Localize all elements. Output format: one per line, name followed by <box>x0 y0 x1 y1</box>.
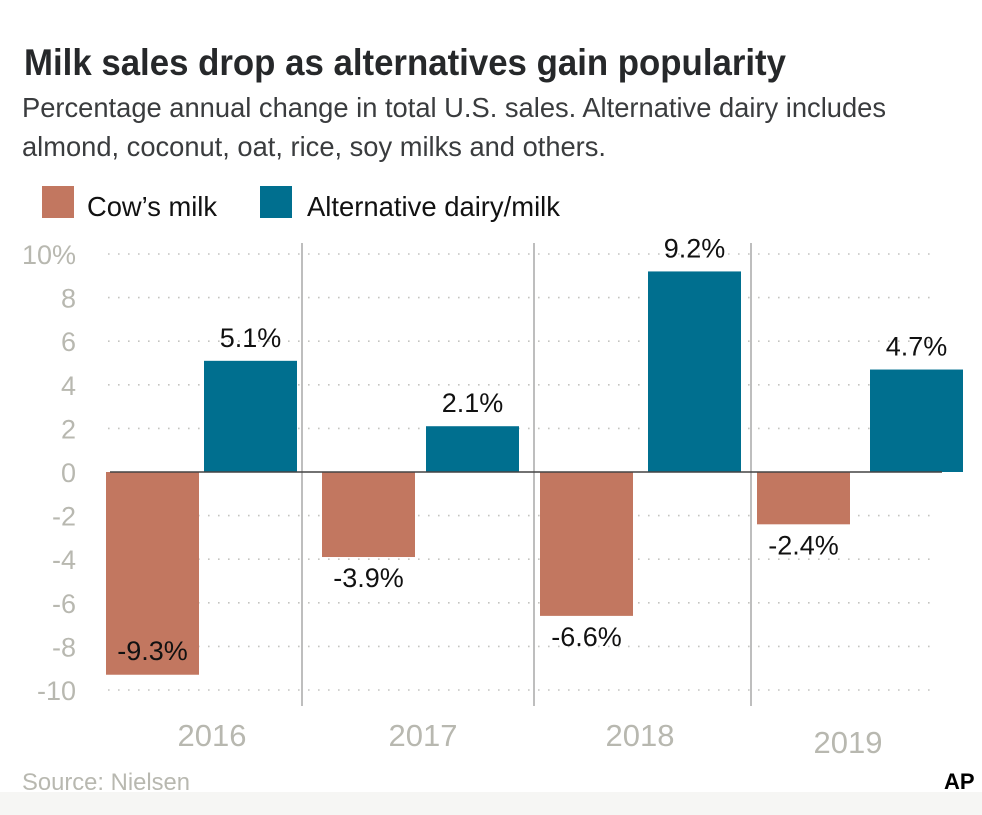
bar-alternative <box>204 360 297 472</box>
bar-alternative <box>648 271 741 472</box>
data-label: -3.9% <box>333 563 404 593</box>
bar-cows-milk <box>757 472 850 525</box>
legend-swatch-alternative <box>260 186 292 218</box>
chart-subtitle-line-1: Percentage annual change in total U.S. s… <box>22 92 886 123</box>
data-label: 4.7% <box>886 332 948 362</box>
y-tick-label: 0 <box>61 458 76 488</box>
bar-alternative <box>870 369 963 472</box>
y-tick-label: 4 <box>61 371 76 401</box>
legend-label-alternative: Alternative dairy/milk <box>307 191 561 222</box>
chart-title: Milk sales drop as alternatives gain pop… <box>24 42 786 83</box>
data-label: 5.1% <box>220 323 282 353</box>
data-label: -6.6% <box>551 622 622 652</box>
y-tick-label: -4 <box>52 545 76 575</box>
bar-cows-milk <box>106 472 199 675</box>
y-tick-label: 10% <box>22 240 76 270</box>
x-tick-label: 2018 <box>606 718 675 753</box>
source-note: Source: Nielsen <box>22 769 190 796</box>
bar-cows-milk <box>322 472 415 558</box>
bar-alternative <box>426 426 519 472</box>
x-tick-label: 2019 <box>814 725 883 760</box>
ap-logo: AP <box>944 769 975 794</box>
y-tick-label: -8 <box>52 632 76 662</box>
data-label: -2.4% <box>768 530 839 560</box>
y-tick-label: -2 <box>52 502 76 532</box>
footer-strip <box>0 792 982 815</box>
y-tick-label: 8 <box>61 284 76 314</box>
legend-label-cows-milk: Cow’s milk <box>87 191 218 222</box>
data-label: 9.2% <box>664 233 726 263</box>
legend-swatch-cows-milk <box>42 186 74 218</box>
y-tick-label: 6 <box>61 327 76 357</box>
y-tick-label: 2 <box>61 414 76 444</box>
chart-subtitle-line-2: almond, coconut, oat, rice, soy milks an… <box>22 131 606 162</box>
bar-cows-milk <box>540 472 633 616</box>
data-label: 2.1% <box>442 388 504 418</box>
y-tick-label: -6 <box>52 589 76 619</box>
x-tick-label: 2017 <box>389 718 458 753</box>
x-tick-label: 2016 <box>178 718 247 753</box>
data-label: -9.3% <box>117 636 188 666</box>
y-tick-label: -10 <box>37 676 76 706</box>
